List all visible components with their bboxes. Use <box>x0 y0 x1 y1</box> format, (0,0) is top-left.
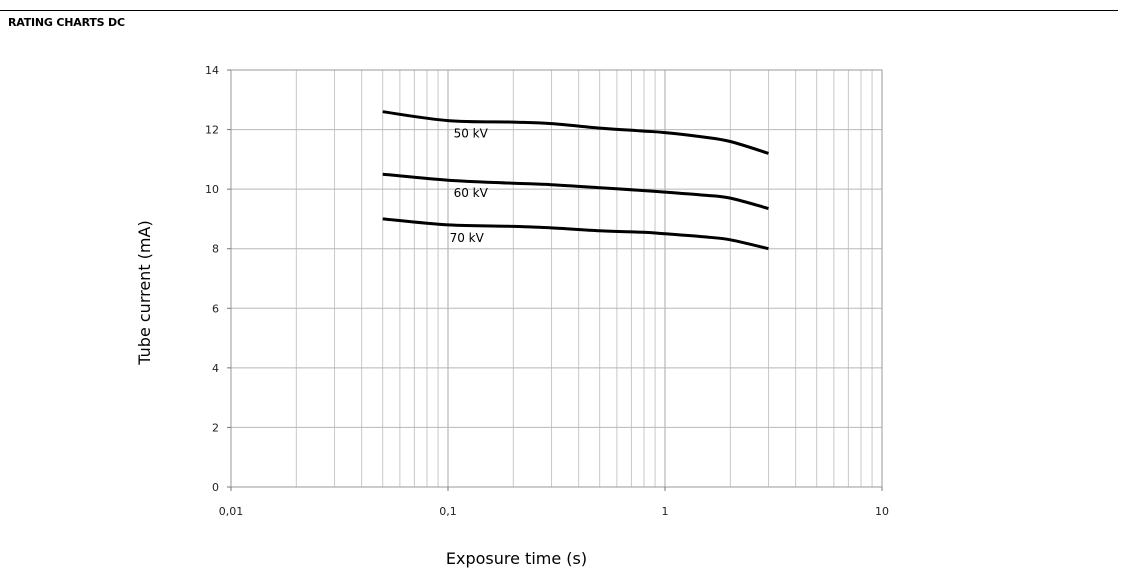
plot-border <box>230 69 883 488</box>
chart-grid <box>230 69 882 488</box>
y-tick-label: 12 <box>205 124 219 137</box>
series-label: 50 kV <box>454 127 489 141</box>
y-tick-label: 6 <box>212 302 219 315</box>
plot-frame <box>227 69 883 491</box>
series-labels: 50 kV 60 kV 70 kV <box>450 127 489 245</box>
x-tick-label: 0,1 <box>439 505 457 518</box>
series-lines <box>382 110 769 251</box>
y-tick-labels: 0 2 4 6 8 10 12 14 <box>205 64 219 494</box>
top-rule <box>0 10 1118 11</box>
y-axis-title: Tube current (mA) <box>135 220 154 365</box>
x-tick-label: 1 <box>662 505 669 518</box>
x-tick-labels: 0,01 0,1 1 10 <box>219 505 889 518</box>
y-tick-label: 0 <box>212 481 219 494</box>
series-line-60-kv <box>382 172 769 210</box>
series-label: 70 kV <box>450 231 485 245</box>
series-line-70-kv <box>382 217 769 251</box>
series-line-50-kv <box>382 110 769 155</box>
y-tick-label: 14 <box>205 64 219 77</box>
series-label: 60 kV <box>454 186 489 200</box>
y-tick-label: 8 <box>212 243 219 256</box>
y-tick-label: 4 <box>212 362 219 375</box>
y-tick-label: 10 <box>205 183 219 196</box>
x-axis-title: Exposure time (s) <box>446 549 587 568</box>
y-tick-label: 2 <box>212 421 219 434</box>
x-tick-label: 10 <box>875 505 889 518</box>
page-title: RATING CHARTS DC <box>8 16 125 29</box>
x-tick-label: 0,01 <box>219 505 244 518</box>
